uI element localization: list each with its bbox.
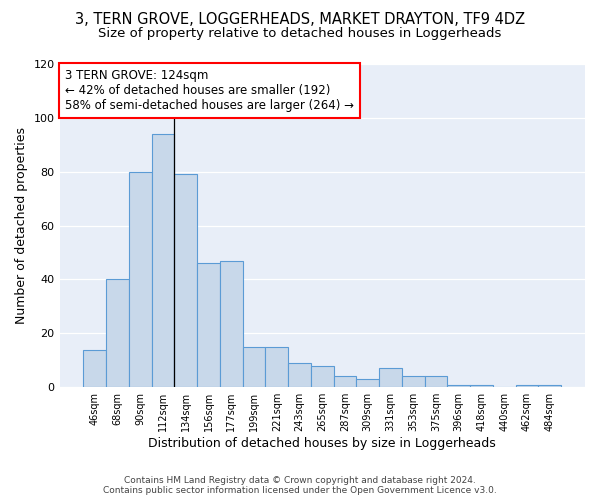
Bar: [334, 376, 356, 387]
Bar: [175, 174, 197, 387]
Y-axis label: Number of detached properties: Number of detached properties: [15, 127, 28, 324]
Bar: [448, 384, 470, 387]
Bar: [197, 264, 220, 387]
Text: Size of property relative to detached houses in Loggerheads: Size of property relative to detached ho…: [98, 28, 502, 40]
Bar: [538, 384, 561, 387]
Bar: [288, 363, 311, 387]
Bar: [106, 280, 129, 387]
Bar: [152, 134, 175, 387]
Bar: [83, 350, 106, 387]
Bar: [470, 384, 493, 387]
Bar: [265, 347, 288, 387]
Bar: [220, 260, 242, 387]
Bar: [425, 376, 448, 387]
Bar: [356, 379, 379, 387]
Bar: [402, 376, 425, 387]
Text: Contains HM Land Registry data © Crown copyright and database right 2024.
Contai: Contains HM Land Registry data © Crown c…: [103, 476, 497, 495]
Bar: [129, 172, 152, 387]
Text: 3 TERN GROVE: 124sqm
← 42% of detached houses are smaller (192)
58% of semi-deta: 3 TERN GROVE: 124sqm ← 42% of detached h…: [65, 69, 354, 112]
Bar: [242, 347, 265, 387]
Bar: [515, 384, 538, 387]
Bar: [379, 368, 402, 387]
Bar: [311, 366, 334, 387]
Text: 3, TERN GROVE, LOGGERHEADS, MARKET DRAYTON, TF9 4DZ: 3, TERN GROVE, LOGGERHEADS, MARKET DRAYT…: [75, 12, 525, 28]
X-axis label: Distribution of detached houses by size in Loggerheads: Distribution of detached houses by size …: [148, 437, 496, 450]
